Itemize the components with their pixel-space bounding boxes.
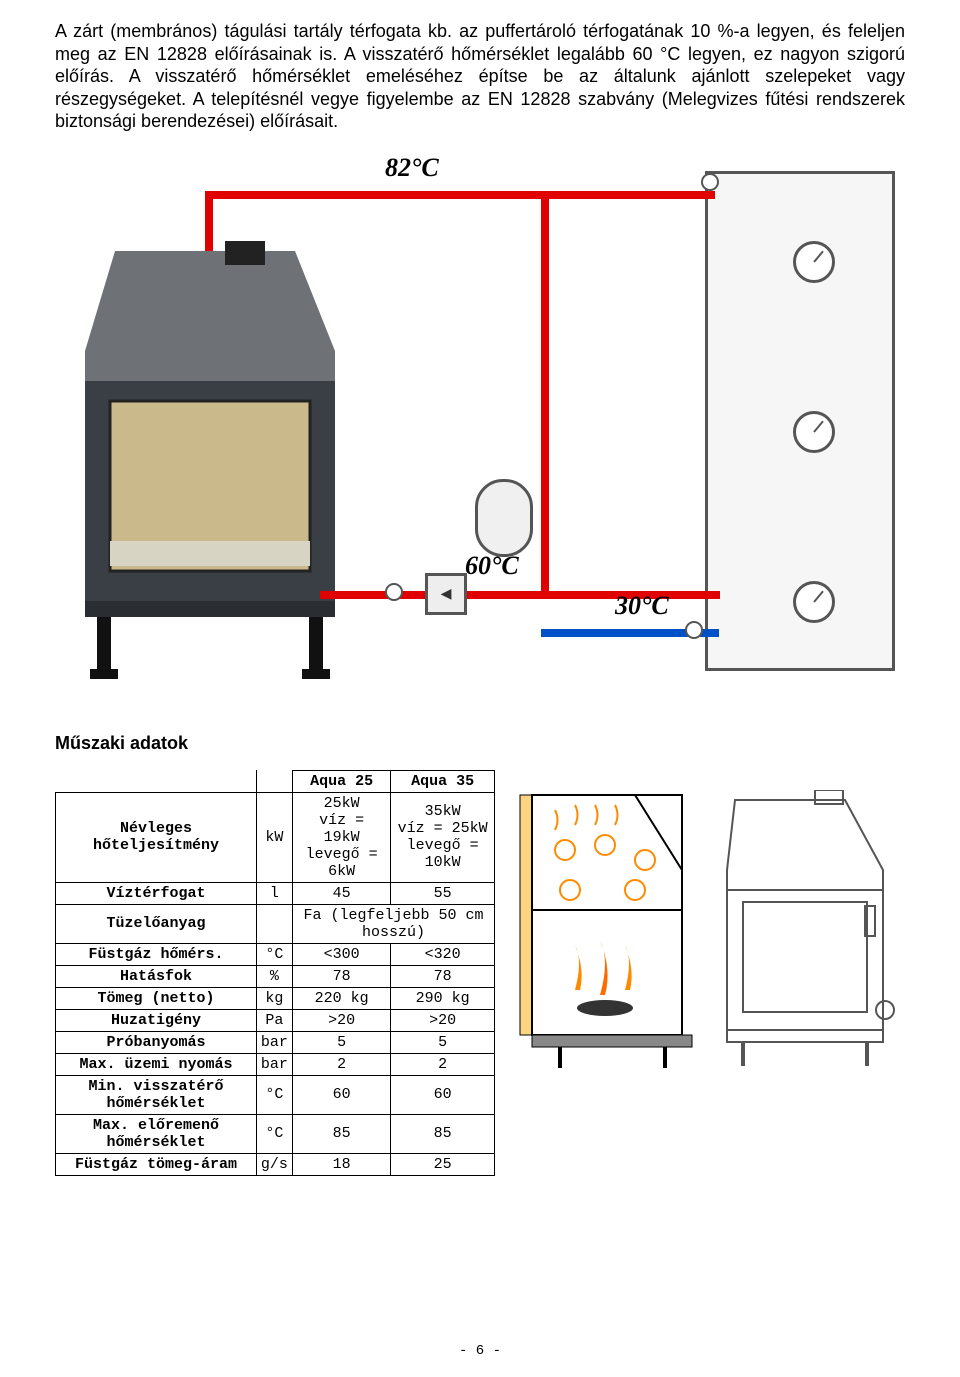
cell-label: Max. előremenő hőmérséklet — [56, 1114, 257, 1153]
expansion-vessel — [475, 479, 533, 557]
hot-pipe-vertical-stove — [205, 191, 213, 251]
technical-data-heading: Műszaki adatok — [55, 733, 905, 754]
th-blank2 — [256, 770, 292, 792]
th-aqua35: Aqua 35 — [391, 770, 495, 792]
cell-a25: 85 — [292, 1114, 390, 1153]
th-aqua25: Aqua 25 — [292, 770, 390, 792]
cell-a25: 220 kg — [292, 987, 390, 1009]
cell-a35: 78 — [391, 965, 495, 987]
cell-unit: % — [256, 965, 292, 987]
lower-section: Aqua 25 Aqua 35 Névleges hőteljesítmény … — [55, 770, 905, 1176]
table-row: Víztérfogat l 45 55 — [56, 882, 495, 904]
table-row: Max. előremenő hőmérséklet °C 85 85 — [56, 1114, 495, 1153]
temp-return-label: 60°C — [465, 551, 519, 581]
table-row: Tömeg (netto) kg 220 kg 290 kg — [56, 987, 495, 1009]
cell-unit: l — [256, 882, 292, 904]
cell-a25: 45 — [292, 882, 390, 904]
cell-label: Névleges hőteljesítmény — [56, 792, 257, 882]
cell-label: Füstgáz hőmérs. — [56, 943, 257, 965]
cell-label: Víztérfogat — [56, 882, 257, 904]
table-row: Névleges hőteljesítmény kW 25kW víz = 19… — [56, 792, 495, 882]
valve-return — [385, 583, 403, 601]
cell-unit: bar — [256, 1031, 292, 1053]
cell-unit: °C — [256, 1075, 292, 1114]
temp-flow-label: 82°C — [385, 153, 439, 183]
valve-cold — [685, 621, 703, 639]
cell-label: Max. üzemi nyomás — [56, 1053, 257, 1075]
spec-table-container: Aqua 25 Aqua 35 Névleges hőteljesítmény … — [55, 770, 495, 1176]
cell-a25: 2 — [292, 1053, 390, 1075]
cell-a35: 5 — [391, 1031, 495, 1053]
table-header-row: Aqua 25 Aqua 35 — [56, 770, 495, 792]
cell-a35: 85 — [391, 1114, 495, 1153]
cell-a25: <300 — [292, 943, 390, 965]
cell-unit: g/s — [256, 1153, 292, 1175]
cell-label: Tüzelőanyag — [56, 904, 257, 943]
page-number: - 6 - — [0, 1343, 960, 1359]
cell-label: Tömeg (netto) — [56, 987, 257, 1009]
table-row: Min. visszatérő hőmérséklet °C 60 60 — [56, 1075, 495, 1114]
temp-tank-label: 30°C — [615, 591, 669, 621]
cell-unit: kW — [256, 792, 292, 882]
gauge-mid — [793, 411, 835, 453]
table-row: Huzatigény Pa >20 >20 — [56, 1009, 495, 1031]
stove-cutaway-icon — [515, 790, 705, 1070]
circulation-pump — [425, 573, 467, 615]
cell-label: Próbanyomás — [56, 1031, 257, 1053]
cell-a25: 78 — [292, 965, 390, 987]
cell-label: Huzatigény — [56, 1009, 257, 1031]
stove-icon — [75, 241, 355, 681]
cell-unit: kg — [256, 987, 292, 1009]
hot-pipe-vertical-tank — [541, 191, 549, 591]
valve-hot-top — [701, 173, 719, 191]
cell-a25: 25kW víz = 19kW levegő = 6kW — [292, 792, 390, 882]
cell-unit — [256, 904, 292, 943]
gauge-bottom — [793, 581, 835, 623]
cell-a35: 55 — [391, 882, 495, 904]
stove-outline-icon — [715, 790, 895, 1070]
cell-label: Füstgáz tömeg-áram — [56, 1153, 257, 1175]
cell-a35: 25 — [391, 1153, 495, 1175]
cell-a25: >20 — [292, 1009, 390, 1031]
cell-a35: 60 — [391, 1075, 495, 1114]
table-row: Hatásfok % 78 78 — [56, 965, 495, 987]
cell-unit: Pa — [256, 1009, 292, 1031]
table-row: Max. üzemi nyomás bar 2 2 — [56, 1053, 495, 1075]
heating-system-diagram: 82°C 60°C 30°C — [65, 151, 895, 711]
cell-a35: 35kW víz = 25kW levegő = 10kW — [391, 792, 495, 882]
cell-a25: 5 — [292, 1031, 390, 1053]
cell-a35: 2 — [391, 1053, 495, 1075]
gauge-top — [793, 241, 835, 283]
cell-a35: 290 kg — [391, 987, 495, 1009]
cell-label: Min. visszatérő hőmérséklet — [56, 1075, 257, 1114]
cell-a35: >20 — [391, 1009, 495, 1031]
table-row: Tüzelőanyag Fa (legfeljebb 50 cm hosszú) — [56, 904, 495, 943]
cell-unit: °C — [256, 1114, 292, 1153]
spec-table: Aqua 25 Aqua 35 Névleges hőteljesítmény … — [55, 770, 495, 1176]
cell-a25-35: Fa (legfeljebb 50 cm hosszú) — [292, 904, 494, 943]
table-row: Füstgáz hőmérs. °C <300 <320 — [56, 943, 495, 965]
hot-pipe-horizontal — [205, 191, 715, 199]
cell-a25: 60 — [292, 1075, 390, 1114]
stove-drawings — [515, 770, 905, 1176]
cell-unit: °C — [256, 943, 292, 965]
table-row: Próbanyomás bar 5 5 — [56, 1031, 495, 1053]
cell-unit: bar — [256, 1053, 292, 1075]
cell-a25: 18 — [292, 1153, 390, 1175]
intro-paragraph: A zárt (membrános) tágulási tartály térf… — [55, 20, 905, 133]
th-blank1 — [56, 770, 257, 792]
table-row: Füstgáz tömeg-áram g/s 18 25 — [56, 1153, 495, 1175]
cell-label: Hatásfok — [56, 965, 257, 987]
cell-a35: <320 — [391, 943, 495, 965]
